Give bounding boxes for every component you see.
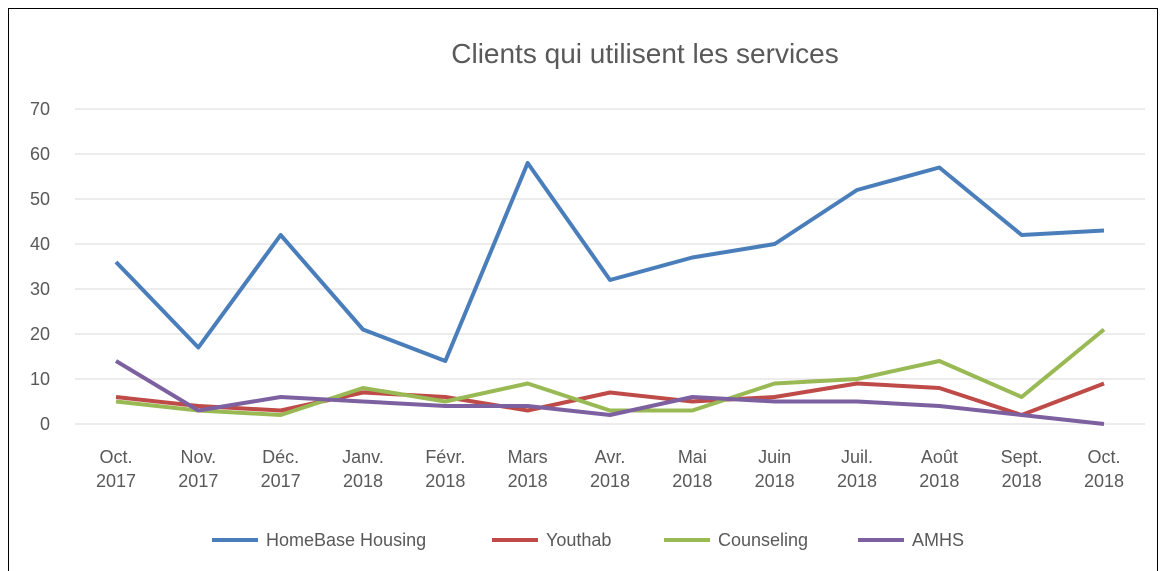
y-tick-label: 40 xyxy=(29,234,50,254)
y-tick-label: 50 xyxy=(29,189,50,209)
x-tick-label: Janv. 2018 xyxy=(342,447,384,491)
x-tick-label: Déc. 2017 xyxy=(260,447,301,491)
x-tick-label: Févr. 2018 xyxy=(425,447,466,491)
frame xyxy=(8,8,1158,571)
y-tick-label: 0 xyxy=(39,414,50,434)
y-tick-label: 10 xyxy=(29,369,50,389)
x-tick-label: Sept. 2018 xyxy=(1000,447,1043,491)
x-tick-label: Août 2018 xyxy=(919,447,960,491)
x-tick-label: Mars 2018 xyxy=(507,447,548,491)
x-tick-label: Mai 2018 xyxy=(672,447,713,491)
legend-label: Counseling xyxy=(718,530,809,550)
series-line xyxy=(115,381,1105,417)
x-tick-label: Nov. 2017 xyxy=(178,447,219,491)
y-tick-label: 60 xyxy=(29,144,50,164)
series-line xyxy=(114,161,1105,363)
y-tick-label: 20 xyxy=(29,324,50,344)
legend-label: Youthab xyxy=(546,530,612,550)
x-tick-label: Oct. 2017 xyxy=(95,447,137,491)
y-tick-label: 30 xyxy=(29,279,50,299)
legend-label: AMHS xyxy=(912,530,965,550)
series-line xyxy=(114,359,1105,426)
legend-label: HomeBase Housing xyxy=(266,530,427,550)
series-line xyxy=(115,327,1106,417)
x-tick-label: Avr. 2018 xyxy=(589,447,631,491)
x-tick-label: Juil. 2018 xyxy=(836,447,878,491)
x-tick-label: Juin 2018 xyxy=(754,447,795,491)
chart-title: Clients qui utilisent les services xyxy=(451,38,839,69)
x-tick-label: Oct. 2018 xyxy=(1083,447,1125,491)
y-tick-label: 70 xyxy=(29,99,50,119)
